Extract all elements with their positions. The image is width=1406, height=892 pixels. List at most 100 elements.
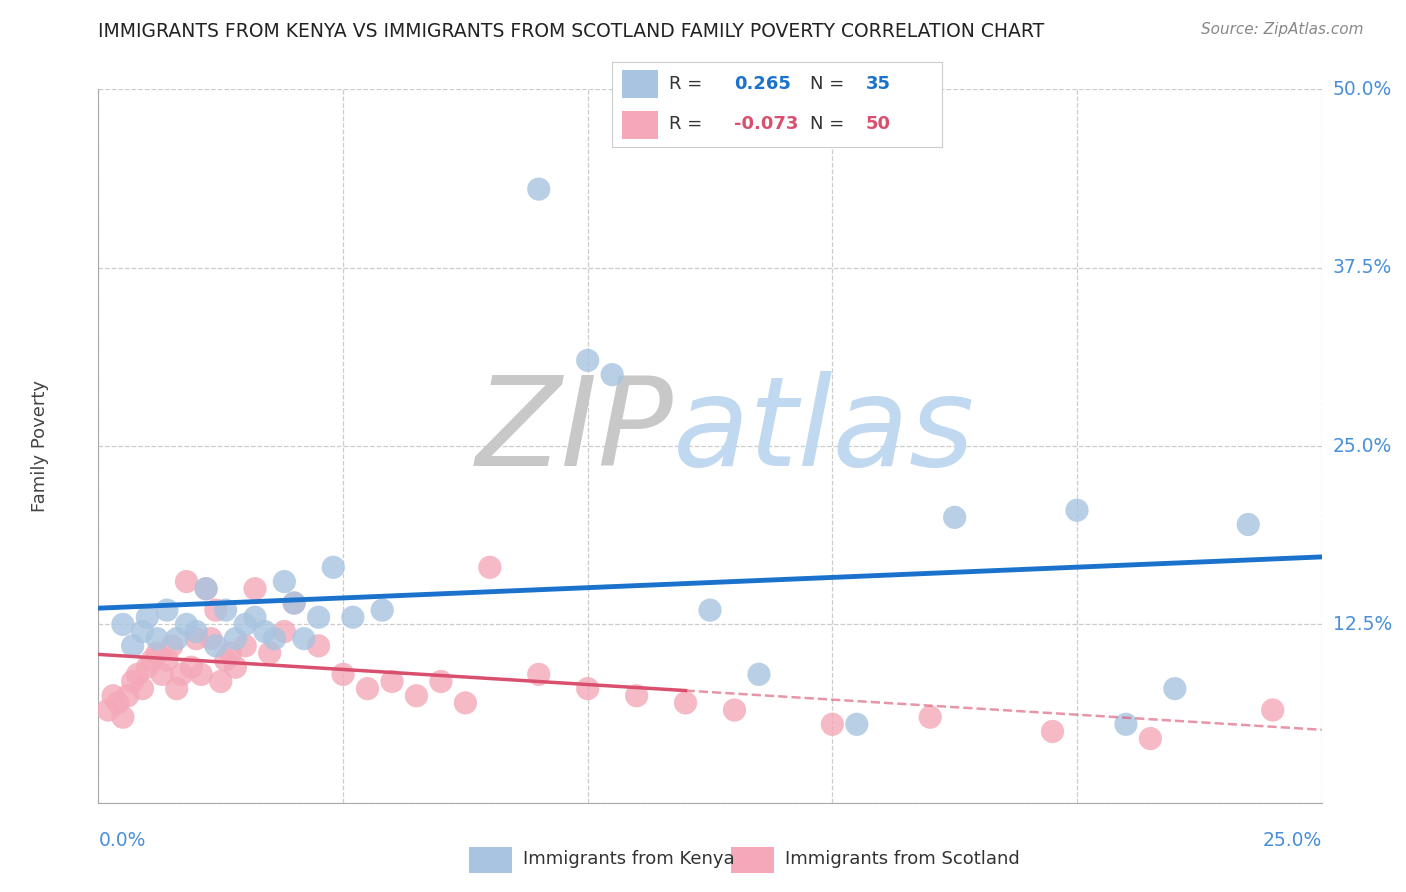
Point	[176, 574, 198, 589]
Text: N =: N =	[810, 115, 844, 133]
Point	[1115, 717, 1137, 731]
Point	[259, 646, 281, 660]
Point	[675, 696, 697, 710]
Point	[381, 674, 404, 689]
Point	[576, 353, 599, 368]
Point	[283, 596, 305, 610]
Point	[322, 560, 344, 574]
Text: 25.0%: 25.0%	[1263, 831, 1322, 850]
Point	[136, 660, 159, 674]
Point	[195, 582, 218, 596]
Point	[214, 603, 236, 617]
Point	[186, 632, 208, 646]
Point	[263, 632, 285, 646]
Text: 12.5%: 12.5%	[1333, 615, 1392, 634]
Text: 25.0%: 25.0%	[1333, 436, 1392, 456]
Point	[527, 182, 550, 196]
Point	[205, 603, 228, 617]
Text: IMMIGRANTS FROM KENYA VS IMMIGRANTS FROM SCOTLAND FAMILY POVERTY CORRELATION CHA: IMMIGRANTS FROM KENYA VS IMMIGRANTS FROM…	[98, 22, 1045, 41]
Text: 50: 50	[866, 115, 891, 133]
Point	[273, 574, 295, 589]
Point	[166, 632, 188, 646]
Point	[224, 660, 246, 674]
Text: atlas: atlas	[673, 371, 976, 492]
Point	[176, 617, 198, 632]
Point	[186, 624, 208, 639]
Point	[146, 632, 169, 646]
Point	[332, 667, 354, 681]
Point	[308, 639, 330, 653]
Point	[200, 632, 222, 646]
Point	[121, 674, 143, 689]
Point	[478, 560, 501, 574]
Point	[107, 696, 129, 710]
FancyBboxPatch shape	[470, 847, 512, 872]
Point	[233, 639, 256, 653]
Point	[121, 639, 143, 653]
Point	[748, 667, 770, 681]
Point	[156, 603, 179, 617]
Point	[527, 667, 550, 681]
Point	[224, 632, 246, 646]
Text: N =: N =	[810, 76, 844, 94]
Point	[626, 689, 648, 703]
Text: Immigrants from Scotland: Immigrants from Scotland	[785, 849, 1019, 868]
Point	[101, 689, 124, 703]
Point	[943, 510, 966, 524]
Point	[600, 368, 623, 382]
Point	[214, 653, 236, 667]
Point	[292, 632, 315, 646]
Text: -0.073: -0.073	[734, 115, 799, 133]
Point	[845, 717, 868, 731]
Text: Source: ZipAtlas.com: Source: ZipAtlas.com	[1201, 22, 1364, 37]
Point	[454, 696, 477, 710]
Point	[136, 610, 159, 624]
Point	[190, 667, 212, 681]
Point	[141, 653, 163, 667]
Point	[1164, 681, 1187, 696]
Point	[1261, 703, 1284, 717]
Text: 0.0%: 0.0%	[98, 831, 146, 850]
Point	[160, 639, 183, 653]
Text: 50.0%: 50.0%	[1333, 79, 1392, 99]
Point	[111, 710, 134, 724]
Point	[356, 681, 378, 696]
Point	[117, 689, 139, 703]
Text: R =: R =	[669, 115, 703, 133]
Text: R =: R =	[669, 76, 703, 94]
Point	[243, 610, 266, 624]
Point	[1237, 517, 1260, 532]
Point	[131, 624, 153, 639]
Point	[209, 674, 232, 689]
FancyBboxPatch shape	[621, 111, 658, 139]
Text: Immigrants from Kenya: Immigrants from Kenya	[523, 849, 734, 868]
FancyBboxPatch shape	[731, 847, 773, 872]
Point	[111, 617, 134, 632]
Point	[821, 717, 844, 731]
Point	[371, 603, 394, 617]
Text: Family Poverty: Family Poverty	[31, 380, 49, 512]
Point	[283, 596, 305, 610]
FancyBboxPatch shape	[621, 70, 658, 98]
Point	[219, 646, 242, 660]
Point	[576, 681, 599, 696]
Point	[1066, 503, 1088, 517]
Point	[723, 703, 745, 717]
Point	[156, 653, 179, 667]
Point	[205, 639, 228, 653]
Point	[699, 603, 721, 617]
Point	[195, 582, 218, 596]
Point	[146, 646, 169, 660]
Point	[253, 624, 276, 639]
Text: 37.5%: 37.5%	[1333, 258, 1392, 277]
Point	[97, 703, 120, 717]
Text: ZIP: ZIP	[475, 371, 673, 492]
Text: 0.265: 0.265	[734, 76, 790, 94]
Point	[1042, 724, 1064, 739]
Point	[405, 689, 427, 703]
Point	[166, 681, 188, 696]
Point	[1139, 731, 1161, 746]
Point	[180, 660, 202, 674]
Point	[273, 624, 295, 639]
Point	[308, 610, 330, 624]
